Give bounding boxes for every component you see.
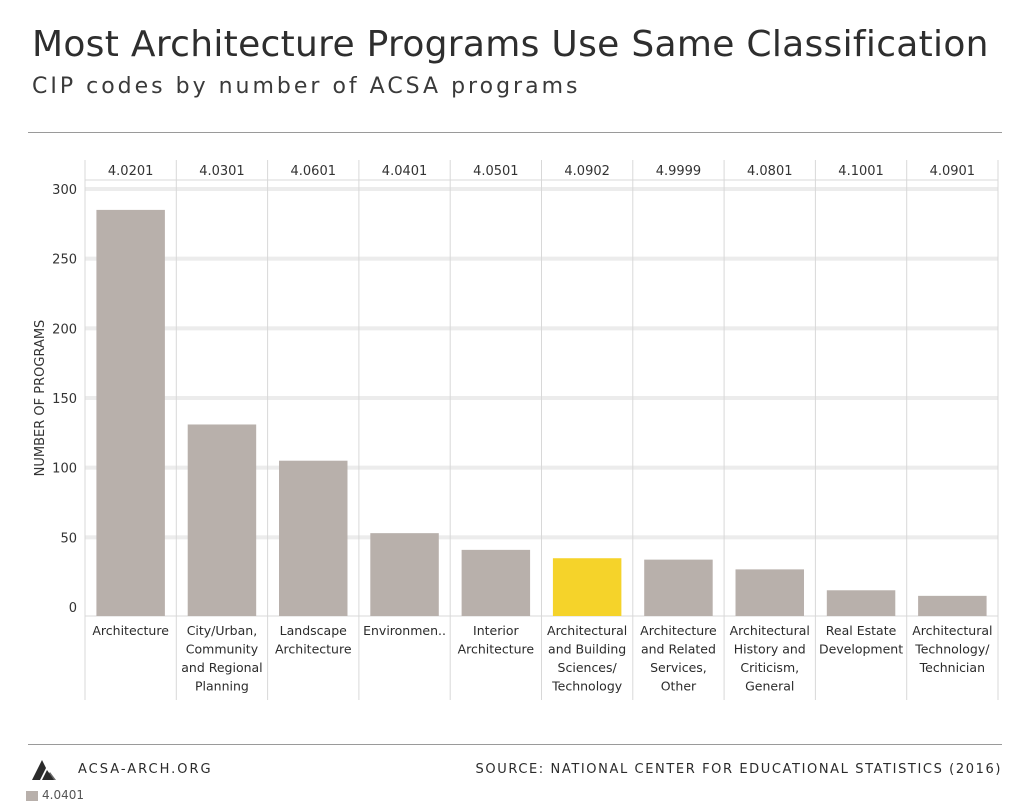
- category-label: Technician: [919, 660, 985, 675]
- category-label: Services,: [650, 660, 707, 675]
- y-tick-label: 100: [52, 462, 77, 477]
- bar-chart: 0 50 100 150 200 250 300 NUMBER OF PROGRAMS 4.02…: [33, 160, 999, 700]
- bottom-divider: [28, 744, 1002, 745]
- category-label: Architecture: [92, 623, 169, 638]
- bar: [644, 559, 713, 616]
- cip-code-label: 4.0901: [930, 164, 976, 179]
- cip-code-label: 4.0902: [564, 164, 610, 179]
- category-label: Architecture: [640, 623, 717, 638]
- bar: [187, 424, 257, 616]
- y-tick-label: 200: [52, 322, 77, 337]
- category-label: Architectural: [730, 623, 810, 638]
- category-label: Sciences/: [558, 660, 618, 675]
- legend-swatch: [26, 790, 38, 801]
- category-label: City/Urban,: [187, 623, 258, 638]
- legend-fragment-label: 4.0401: [42, 788, 84, 802]
- legend-fragment: 4.0401: [26, 788, 84, 802]
- y-tick-label: 0: [69, 601, 77, 616]
- acsa-logo-icon: [32, 760, 56, 780]
- category-label: and Related: [641, 642, 716, 657]
- category-label: Interior: [473, 623, 519, 638]
- cip-code-label: 4.0301: [199, 164, 245, 179]
- y-tick-label: 50: [60, 531, 77, 546]
- category-label: Criticism,: [740, 660, 799, 675]
- category-label: General: [745, 679, 794, 694]
- cip-code-label: 4.1001: [838, 164, 884, 179]
- category-label: Real Estate: [826, 623, 897, 638]
- category-label: Environmen..: [363, 623, 446, 638]
- category-label: and Building: [548, 642, 626, 657]
- cip-code-label: 4.0401: [382, 164, 428, 179]
- category-label: Development: [819, 642, 903, 657]
- chart-subtitle: CIP codes by number of ACSA programs: [32, 74, 581, 99]
- source-note: SOURCE: NATIONAL CENTER FOR EDUCATIONAL …: [475, 762, 1002, 777]
- bar: [279, 460, 348, 616]
- cip-code-label: 4.0501: [473, 164, 519, 179]
- bar: [552, 558, 622, 616]
- y-axis-label: NUMBER OF PROGRAMS: [33, 320, 48, 477]
- bar: [461, 549, 531, 616]
- top-divider: [28, 132, 1002, 133]
- bar: [96, 209, 165, 616]
- category-label: History and: [734, 642, 806, 657]
- category-label: Landscape: [280, 623, 347, 638]
- chart-title: Most Architecture Programs Use Same Clas…: [32, 24, 989, 65]
- category-label: and Regional: [181, 660, 262, 675]
- category-label: Technology/: [914, 642, 990, 657]
- bar: [735, 569, 804, 616]
- y-tick-label: 300: [52, 183, 77, 198]
- category-label: Architecture: [458, 642, 535, 657]
- bar: [826, 590, 896, 616]
- cip-code-label: 4.9999: [656, 164, 702, 179]
- bar: [918, 595, 987, 616]
- category-label: Other: [661, 679, 697, 694]
- y-tick-label: 250: [52, 253, 77, 268]
- bar: [370, 533, 439, 616]
- category-label: Technology: [551, 679, 623, 694]
- cip-code-label: 4.0801: [747, 164, 793, 179]
- cip-code-label: 4.0601: [291, 164, 337, 179]
- y-tick-label: 150: [52, 392, 77, 407]
- category-label: Architectural: [912, 623, 992, 638]
- category-label: Architectural: [547, 623, 627, 638]
- category-label: Architecture: [275, 642, 352, 657]
- category-label: Community: [186, 642, 259, 657]
- site-link[interactable]: ACSA-ARCH.ORG: [78, 762, 213, 777]
- category-label: Planning: [195, 679, 249, 694]
- cip-code-label: 4.0201: [108, 164, 154, 179]
